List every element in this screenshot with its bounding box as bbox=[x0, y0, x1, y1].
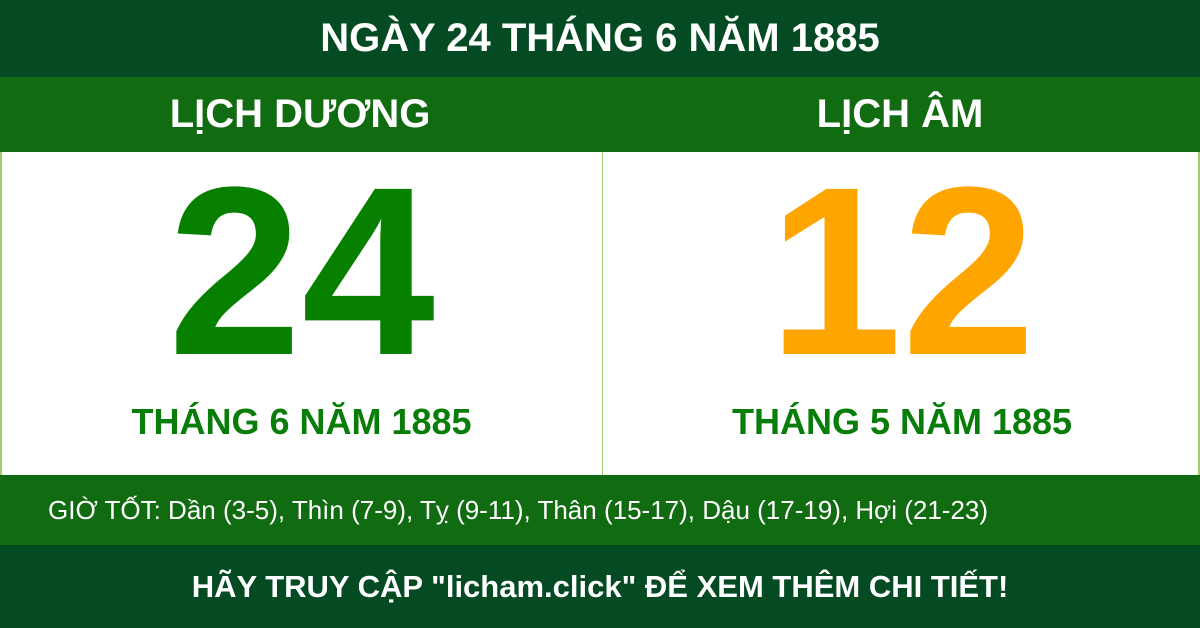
footer-cta: HÃY TRUY CẬP "licham.click" ĐỂ XEM THÊM … bbox=[0, 545, 1200, 628]
page-title: NGÀY 24 THÁNG 6 NĂM 1885 bbox=[0, 0, 1200, 77]
solar-column: 24 THÁNG 6 NĂM 1885 bbox=[2, 152, 601, 475]
calendar-body: 24 THÁNG 6 NĂM 1885 12 THÁNG 5 NĂM 1885 bbox=[0, 152, 1200, 475]
solar-day: 24 bbox=[168, 156, 435, 386]
calendar-headers: LỊCH DƯƠNG LỊCH ÂM bbox=[0, 77, 1200, 152]
solar-heading: LỊCH DƯƠNG bbox=[169, 92, 431, 136]
lunar-column: 12 THÁNG 5 NĂM 1885 bbox=[602, 152, 1200, 475]
solar-month-year: THÁNG 6 NĂM 1885 bbox=[131, 401, 472, 442]
lunar-day: 12 bbox=[768, 156, 1036, 386]
good-hours: GIỜ TỐT: Dần (3-5), Thìn (7-9), Tỵ (9-11… bbox=[0, 475, 1200, 545]
lunar-month-year: THÁNG 5 NĂM 1885 bbox=[731, 401, 1073, 442]
lunar-heading: LỊCH ÂM bbox=[816, 92, 984, 136]
